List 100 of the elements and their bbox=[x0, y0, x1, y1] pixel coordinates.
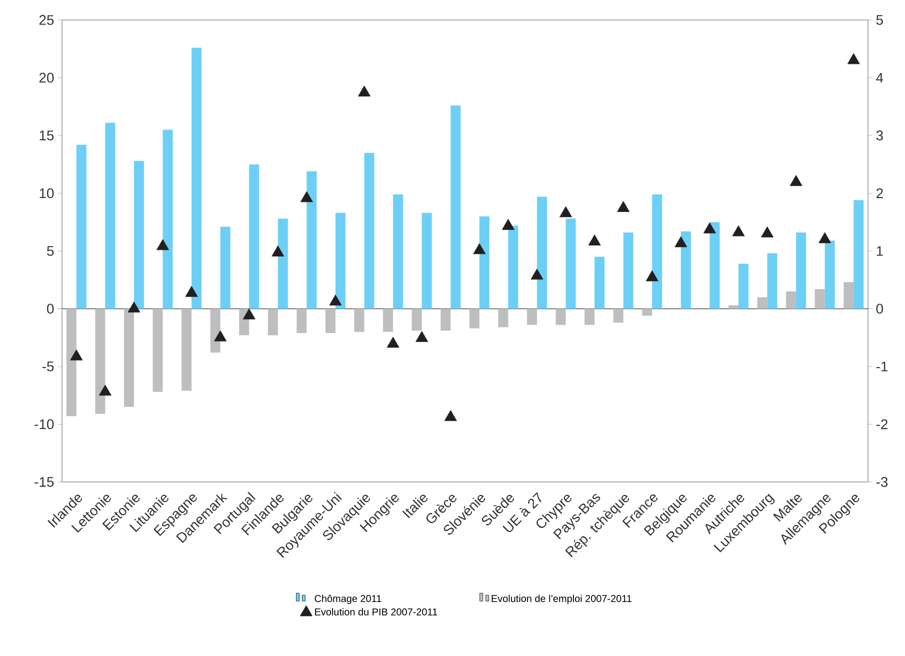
bar bbox=[182, 308, 192, 391]
bar bbox=[526, 308, 537, 325]
point bbox=[473, 243, 486, 254]
bar bbox=[584, 308, 595, 325]
bar bbox=[134, 160, 144, 309]
bar bbox=[440, 308, 451, 331]
y2-tick-label: 2 bbox=[876, 188, 883, 198]
bar bbox=[854, 200, 864, 309]
legend-label: Evolution du PIB 2007-2011 bbox=[315, 608, 438, 616]
legend-label: Chômage 2011 bbox=[314, 594, 382, 604]
bar bbox=[844, 282, 854, 309]
y-tick-label: -15 bbox=[34, 477, 54, 487]
bar bbox=[335, 212, 346, 309]
bar bbox=[738, 264, 748, 309]
bar bbox=[66, 308, 76, 416]
bar bbox=[796, 232, 806, 309]
bar bbox=[220, 226, 230, 309]
bar bbox=[76, 144, 86, 309]
bar bbox=[296, 308, 307, 333]
point bbox=[329, 294, 342, 306]
y-tick-label: 5 bbox=[47, 246, 54, 256]
bar bbox=[306, 171, 317, 309]
point bbox=[502, 218, 514, 230]
point bbox=[358, 86, 371, 96]
point bbox=[386, 336, 400, 348]
bar bbox=[268, 308, 278, 336]
bar bbox=[566, 218, 576, 309]
point bbox=[272, 246, 284, 256]
bar bbox=[469, 308, 480, 328]
y2-tick-label: -2 bbox=[876, 419, 888, 430]
y2-tick-label: -1 bbox=[876, 362, 888, 372]
bar bbox=[450, 105, 461, 309]
bar bbox=[498, 308, 508, 328]
bar bbox=[613, 308, 624, 323]
point bbox=[560, 206, 572, 218]
bar bbox=[278, 218, 288, 309]
bar bbox=[594, 256, 605, 309]
bar bbox=[757, 297, 768, 309]
point bbox=[761, 226, 774, 238]
bar bbox=[192, 48, 202, 309]
point bbox=[646, 270, 658, 282]
bar bbox=[623, 232, 634, 309]
bar bbox=[105, 122, 116, 309]
bar bbox=[786, 291, 796, 309]
point bbox=[185, 286, 198, 297]
y-tick-label: 25 bbox=[39, 15, 54, 25]
point bbox=[530, 268, 544, 280]
y2-tick-label: 1 bbox=[876, 246, 883, 256]
y-tick-label: 10 bbox=[40, 188, 54, 198]
bar bbox=[508, 226, 518, 309]
bar bbox=[152, 308, 163, 392]
point bbox=[703, 222, 716, 234]
bar bbox=[422, 212, 432, 309]
point bbox=[818, 232, 832, 244]
y2-tick-label: 0 bbox=[876, 304, 883, 314]
point bbox=[588, 234, 601, 246]
bar bbox=[162, 130, 173, 309]
bar bbox=[710, 222, 720, 309]
bar bbox=[680, 231, 691, 309]
y2-tick-label: 3 bbox=[876, 130, 883, 140]
bar bbox=[364, 152, 374, 309]
point bbox=[444, 410, 457, 422]
bar bbox=[412, 308, 422, 331]
point bbox=[156, 239, 170, 250]
y-tick-label: 15 bbox=[40, 130, 54, 140]
point bbox=[732, 225, 745, 236]
y2-tick-label: -3 bbox=[876, 477, 888, 487]
bar bbox=[556, 308, 566, 325]
bar bbox=[479, 216, 490, 309]
y2-tick-label: 5 bbox=[876, 15, 883, 25]
y-tick-label: -10 bbox=[34, 419, 54, 430]
point bbox=[242, 308, 256, 320]
bar bbox=[383, 308, 394, 332]
point bbox=[214, 330, 227, 342]
bar bbox=[95, 308, 106, 414]
bar bbox=[210, 308, 220, 353]
y2-tick-label: 4 bbox=[876, 72, 884, 83]
point bbox=[674, 236, 688, 248]
point bbox=[70, 349, 83, 360]
point bbox=[98, 384, 112, 396]
bar bbox=[249, 164, 260, 309]
y-tick-label: -5 bbox=[42, 362, 54, 372]
y-tick-label: 20 bbox=[39, 72, 54, 83]
bar bbox=[393, 194, 404, 309]
bar bbox=[536, 196, 547, 309]
legend-label: Evolution de l’emploi 2007-2011 bbox=[492, 594, 632, 604]
point bbox=[790, 175, 802, 186]
point bbox=[300, 191, 313, 202]
bar bbox=[642, 308, 652, 316]
point bbox=[416, 330, 428, 342]
bar bbox=[814, 289, 825, 309]
bar bbox=[652, 194, 662, 309]
bar bbox=[325, 308, 336, 333]
point bbox=[128, 302, 140, 312]
bar bbox=[767, 253, 778, 309]
y-tick-label: 0 bbox=[47, 304, 54, 314]
point bbox=[617, 201, 630, 212]
bar bbox=[124, 308, 134, 407]
bar bbox=[354, 308, 364, 332]
bar bbox=[824, 240, 835, 309]
